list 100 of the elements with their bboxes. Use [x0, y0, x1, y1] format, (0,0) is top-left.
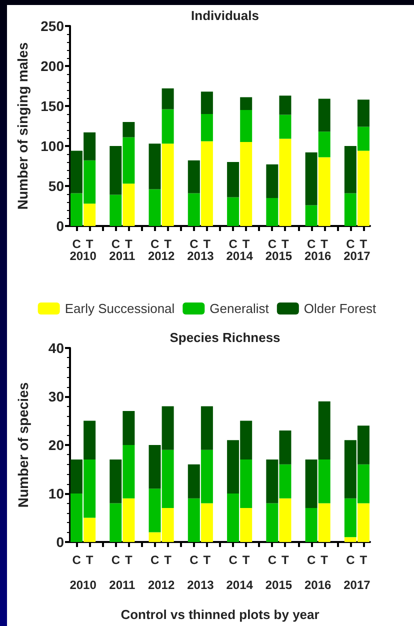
y-tick-label: 40 — [48, 340, 64, 356]
x-tick-label: T — [320, 237, 329, 251]
x-tick-label: C — [190, 237, 199, 251]
text: 2010 — [70, 249, 97, 263]
x-tick-label: C — [228, 237, 238, 251]
x-tick-label: C — [150, 553, 160, 567]
bar — [162, 88, 174, 110]
text: 2013 — [187, 249, 214, 263]
x-tick-label: T — [360, 237, 368, 251]
bar — [84, 420, 96, 460]
x-tick-label: C — [268, 237, 277, 251]
chart-title: Species Richness — [170, 330, 280, 345]
x-tick-label: C — [346, 553, 356, 567]
bar — [266, 503, 278, 542]
x-tick-label: T — [86, 237, 94, 251]
x-tick-label: T — [164, 237, 172, 251]
text: 2016 — [304, 578, 332, 592]
bar — [110, 194, 122, 226]
x-tick-label: C — [228, 553, 238, 567]
x-tick-label: T — [320, 553, 329, 567]
bar — [318, 401, 330, 460]
bar — [200, 406, 213, 450]
x-tick-label: T — [203, 553, 212, 567]
y-tick-label: 20 — [48, 437, 64, 453]
y-tick-label: 50 — [48, 178, 64, 194]
x-tick-label: T — [242, 237, 250, 251]
bar — [110, 503, 122, 542]
x-tick-label: C — [150, 237, 160, 251]
text: 2014 — [226, 578, 254, 592]
text: 2011 — [109, 578, 136, 592]
text: 2016 — [304, 249, 332, 263]
bar — [200, 141, 213, 226]
bar — [200, 92, 213, 114]
text: 2015 — [265, 249, 292, 263]
x-tick-label: T — [125, 553, 134, 567]
bar — [344, 146, 356, 194]
y-tick-label: 100 — [40, 138, 64, 154]
bar — [305, 205, 318, 226]
bar — [344, 193, 356, 226]
bar — [200, 114, 213, 142]
bar — [240, 110, 252, 142]
bar — [279, 464, 292, 498]
bar — [357, 126, 370, 151]
bar — [266, 198, 278, 226]
x-tick-label: C — [190, 553, 199, 567]
bar — [279, 114, 292, 139]
text: 2014 — [226, 249, 254, 263]
bar — [279, 96, 292, 115]
bar — [110, 460, 122, 504]
bar — [188, 160, 200, 194]
bar — [200, 503, 213, 542]
bar — [266, 164, 278, 198]
bar — [318, 460, 330, 504]
bar — [188, 193, 200, 226]
bar — [122, 137, 135, 184]
bar — [305, 152, 318, 206]
y-tick-label: 150 — [40, 98, 64, 114]
bar — [240, 508, 252, 542]
bar — [110, 146, 122, 195]
bar — [148, 189, 161, 226]
x-tick-label: C — [72, 553, 82, 567]
bar — [240, 97, 252, 110]
x-tick-label: T — [164, 553, 172, 567]
text: 2011 — [109, 249, 136, 263]
bar — [162, 144, 174, 226]
x-tick-label: T — [125, 237, 134, 251]
x-tick-label: T — [203, 237, 212, 251]
x-tick-label: C — [111, 553, 120, 567]
legend-label: Older Forest — [304, 301, 377, 316]
bar — [227, 197, 240, 226]
bar — [357, 100, 370, 127]
x-tick-label: C — [111, 237, 120, 251]
bar — [84, 204, 96, 226]
text: 2012 — [148, 578, 175, 592]
x-tick-label: T — [242, 553, 250, 567]
bar — [70, 460, 83, 494]
x-tick-label: C — [268, 553, 277, 567]
bar — [148, 144, 161, 190]
text: 2010 — [70, 578, 97, 592]
bar — [122, 184, 135, 226]
x-tick-label: C — [72, 237, 82, 251]
y-tick-label: 30 — [48, 388, 64, 404]
bar — [279, 138, 292, 226]
bar — [318, 98, 330, 132]
bar — [240, 142, 252, 226]
y-axis-title: Number of species — [15, 382, 31, 508]
x-tick-label: T — [86, 553, 94, 567]
bar — [318, 503, 330, 542]
bar — [122, 445, 135, 498]
bar — [305, 508, 318, 542]
chart-title: Individuals — [191, 8, 259, 23]
bar — [305, 460, 318, 508]
y-tick-label: 10 — [48, 486, 64, 502]
bar — [188, 464, 200, 498]
bar — [122, 498, 135, 542]
x-tick-label: C — [306, 553, 316, 567]
bar — [162, 109, 174, 144]
legend-label: Generalist — [210, 301, 270, 316]
bar — [318, 157, 330, 226]
text: 2015 — [265, 578, 292, 592]
